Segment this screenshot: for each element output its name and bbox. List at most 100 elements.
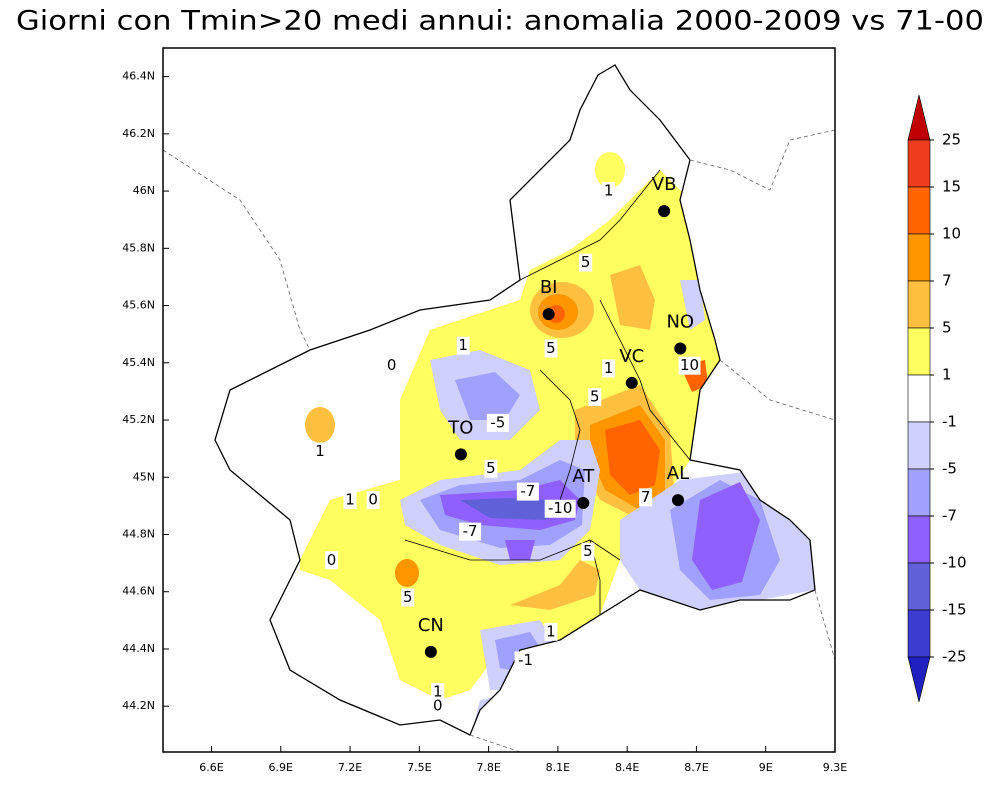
contour-label-bg bbox=[343, 491, 357, 510]
x-tick-label: 9.3E bbox=[823, 761, 847, 774]
contour-label: 1 bbox=[604, 182, 614, 200]
colorbar-box bbox=[907, 515, 931, 564]
colorbar-box bbox=[907, 468, 931, 517]
contour-label: 0 bbox=[368, 491, 378, 509]
colorbar-box bbox=[907, 374, 931, 423]
contour-label: 10 bbox=[680, 356, 699, 374]
colorbar-box bbox=[907, 139, 931, 188]
y-tick-label: 46.2N bbox=[122, 127, 155, 140]
x-tick-label: 9E bbox=[759, 761, 773, 774]
contour-label-bg bbox=[516, 482, 539, 501]
contour-label-bg bbox=[581, 542, 595, 561]
y-tick-label: 44.2N bbox=[122, 699, 155, 712]
contour-label-bg bbox=[484, 459, 498, 478]
city-label: NO bbox=[666, 311, 694, 332]
contour-label-bg bbox=[385, 356, 399, 375]
generated-layer: 6.6E 6.9E 7.2E 7.5E 7.8E 8.1E 8.4E 8.7E 9E 9.3E 44… bbox=[122, 70, 966, 774]
colorbar-box bbox=[907, 186, 931, 235]
city-label: AL bbox=[667, 463, 689, 484]
city-label: VC bbox=[619, 346, 644, 367]
x-tick-label: 8.4E bbox=[615, 761, 639, 774]
contour-label: 1 bbox=[458, 336, 468, 354]
city-marker bbox=[674, 342, 687, 355]
city-marker bbox=[577, 497, 590, 510]
x-tick-label: 7.2E bbox=[338, 761, 362, 774]
city-label: BI bbox=[540, 277, 558, 298]
contour-label-bg bbox=[514, 651, 537, 670]
x-tick-label: 7.8E bbox=[476, 761, 500, 774]
y-tick-label: 45.8N bbox=[122, 241, 155, 254]
contour-label: -10 bbox=[548, 499, 573, 517]
colorbar-box bbox=[907, 562, 931, 611]
contour-label-bg bbox=[588, 388, 602, 407]
contour-label: -7 bbox=[520, 482, 535, 500]
contour-label: -7 bbox=[463, 522, 478, 540]
colorbar-label: -10 bbox=[942, 554, 967, 572]
province-borders bbox=[404, 169, 691, 615]
y-tick-label: 45.6N bbox=[122, 299, 155, 312]
city-label: TO bbox=[447, 417, 473, 438]
city-marker bbox=[658, 205, 671, 218]
y-tick-label: 45.4N bbox=[122, 356, 155, 369]
contour-label-bg bbox=[579, 253, 593, 272]
city-marker bbox=[542, 308, 555, 321]
city-marker bbox=[671, 494, 684, 507]
contour-label-bg bbox=[456, 336, 470, 355]
colorbar-box bbox=[907, 327, 931, 376]
colorbar-label: 25 bbox=[942, 131, 961, 149]
contour-label: 1 bbox=[315, 442, 325, 460]
x-tick-label: 6.9E bbox=[269, 761, 293, 774]
contour-label-bg bbox=[325, 551, 339, 570]
contour-label: 5 bbox=[486, 459, 496, 477]
colorbar-label: 1 bbox=[942, 366, 952, 384]
colorbar-label: 10 bbox=[942, 225, 961, 243]
city-marker bbox=[625, 376, 638, 389]
colorbar-label: 15 bbox=[942, 178, 961, 196]
contour-label-bg bbox=[544, 499, 576, 518]
contour-label-bg bbox=[602, 359, 616, 378]
y-tick-label: 46.4N bbox=[122, 70, 155, 83]
city-label: VB bbox=[652, 174, 677, 195]
contour-label-bg bbox=[431, 697, 445, 716]
region-border bbox=[214, 64, 816, 736]
contour-label-bg bbox=[639, 488, 653, 507]
contour-label-bg bbox=[486, 413, 509, 432]
contour-label: 5 bbox=[581, 253, 591, 271]
y-tick-label: 44.8N bbox=[122, 528, 155, 541]
contour-label: 0 bbox=[387, 356, 397, 374]
contour-label: -1 bbox=[518, 651, 533, 669]
contour-label-bg bbox=[313, 442, 327, 461]
colorbar-label: -25 bbox=[942, 648, 967, 666]
title: Giorni con Tmin>20 medi annui: anomalia … bbox=[16, 6, 984, 37]
colorbar-label: -1 bbox=[942, 413, 957, 431]
colorbar-label: -15 bbox=[942, 601, 967, 619]
colorbar-box bbox=[907, 233, 931, 282]
city-marker bbox=[424, 645, 437, 658]
contour-label: 5 bbox=[590, 388, 600, 406]
contour-label: 5 bbox=[546, 339, 556, 357]
contour-label: 1 bbox=[604, 359, 614, 377]
colorbar-arrow bbox=[907, 94, 931, 141]
x-tick-label: 6.6E bbox=[199, 761, 223, 774]
contour-label-bg bbox=[459, 522, 482, 541]
city-marker bbox=[454, 448, 467, 461]
contour-label: 1 bbox=[433, 682, 443, 700]
contour-label: 0 bbox=[327, 551, 337, 569]
colorbar-box bbox=[907, 421, 931, 470]
y-tick-label: 45.2N bbox=[122, 413, 155, 426]
x-tick-label: 8.7E bbox=[684, 761, 708, 774]
x-tick-label: 7.5E bbox=[407, 761, 431, 774]
contour-label-bg bbox=[544, 339, 558, 358]
contour-label: 7 bbox=[641, 488, 651, 506]
colorbar-label: 7 bbox=[942, 272, 952, 290]
contour-label-bg bbox=[678, 356, 701, 375]
x-tick-label: 8.1E bbox=[546, 761, 570, 774]
contour-label: 1 bbox=[546, 622, 556, 640]
city-label: CN bbox=[418, 615, 444, 636]
y-tick-label: 46N bbox=[133, 184, 155, 197]
contour-label-bg bbox=[544, 622, 558, 641]
colorbar-box bbox=[907, 609, 931, 658]
contour-label: 1 bbox=[345, 491, 355, 509]
y-tick-label: 44.4N bbox=[122, 642, 155, 655]
